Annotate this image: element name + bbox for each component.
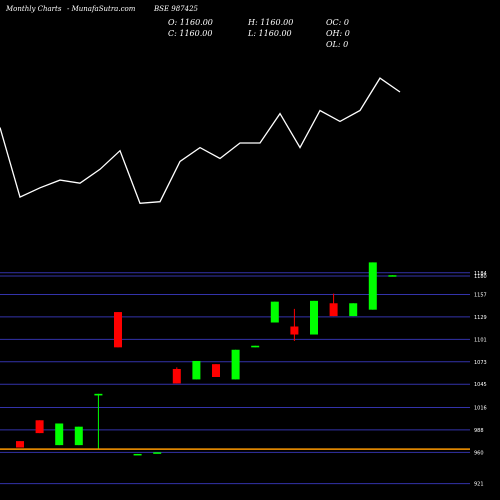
y-tick-label: 1180 xyxy=(474,274,487,280)
candles xyxy=(16,262,397,456)
candle-up xyxy=(153,452,162,454)
candle-up xyxy=(251,345,260,348)
y-tick-label: 1184 xyxy=(474,271,487,277)
candle-down xyxy=(290,326,299,335)
candle-down xyxy=(114,312,122,348)
ohlc-oc: OC: 0 xyxy=(326,18,350,27)
candle-up xyxy=(55,423,64,446)
y-tick-label: 921 xyxy=(474,482,484,488)
candle-up xyxy=(388,275,397,277)
candle-up xyxy=(74,426,83,446)
candle-up xyxy=(192,360,201,380)
candle-up xyxy=(310,300,318,335)
candle-up xyxy=(270,301,279,323)
y-tick-label: 960 xyxy=(474,450,484,456)
candle-up xyxy=(349,303,358,317)
ohlc-low: L: 1160.00 xyxy=(248,29,292,38)
y-axis-ticks: 921 960 988 1016 1045 1073 1101 1129 1157 1180118… xyxy=(474,271,487,488)
y-tick-label: 1045 xyxy=(474,382,487,388)
candle-down xyxy=(16,441,24,448)
candle-down xyxy=(172,368,181,384)
y-tick-label: 988 xyxy=(474,428,484,434)
candle-down xyxy=(212,364,220,377)
ohlc-close: C: 1160.00 xyxy=(168,29,213,38)
chart-title: Monthly Charts xyxy=(6,5,62,13)
y-tick-label: 1016 xyxy=(474,405,487,411)
symbol-label: BSE 987425 xyxy=(154,5,198,13)
candle-up xyxy=(368,262,377,310)
site-name: - MunafaSutra.com xyxy=(67,5,136,13)
y-tick-label: 1101 xyxy=(474,337,487,343)
y-tick-label: 1157 xyxy=(474,292,487,298)
ohlc-open: O: 1160.00 xyxy=(168,18,213,27)
price-line xyxy=(0,77,401,204)
ohlc-high: H: 1160.00 xyxy=(248,18,294,27)
ohlc-oh: OH: 0 xyxy=(326,29,350,38)
candle-down xyxy=(35,420,44,434)
candle-down xyxy=(329,303,338,317)
ohlc-ol: OL: 0 xyxy=(326,40,349,49)
y-tick-label: 1129 xyxy=(474,315,487,321)
candle-up xyxy=(231,349,240,380)
y-tick-label: 1073 xyxy=(474,360,487,366)
candle-up xyxy=(94,393,103,396)
candle-up xyxy=(133,453,142,456)
